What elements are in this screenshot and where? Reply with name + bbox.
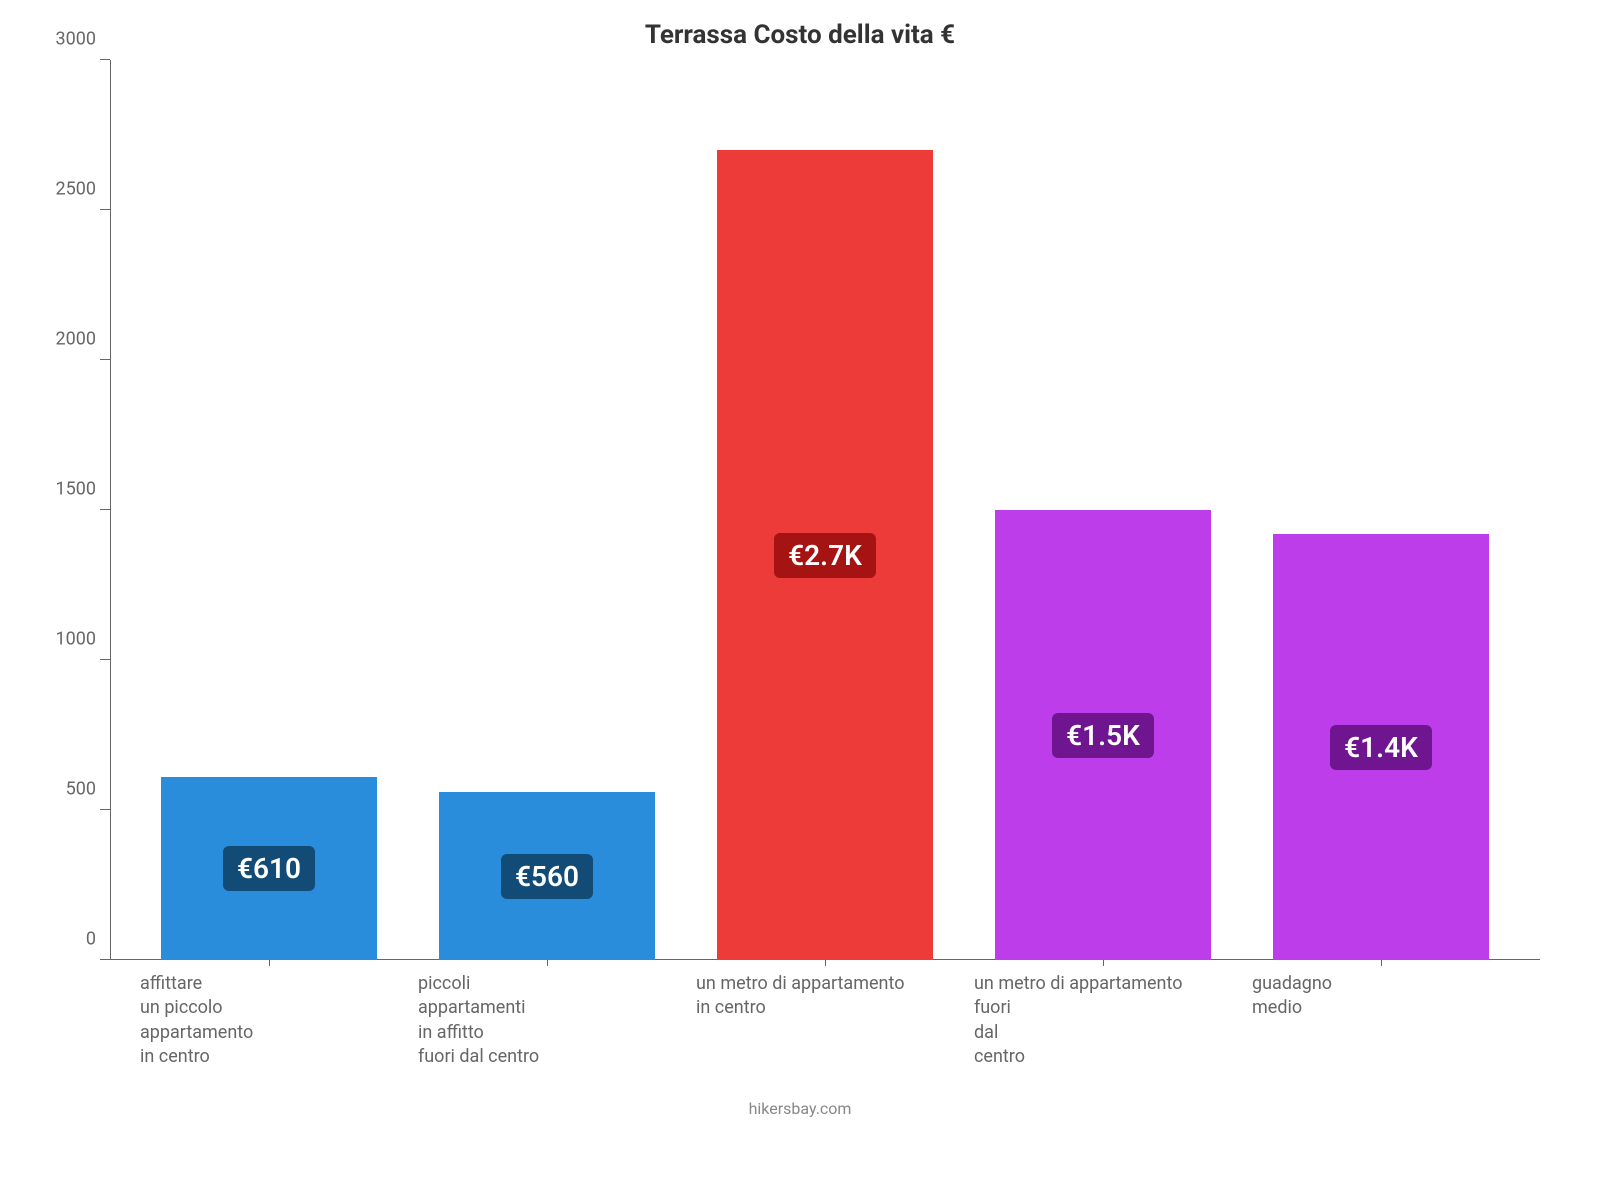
- value-badge: €1.4K: [1330, 725, 1432, 770]
- chart-container: Terrassa Costo della vita € 0 500 1000 1500…: [0, 0, 1600, 1200]
- x-label-slot: un metro di appartamento fuori dal centr…: [964, 972, 1242, 1069]
- bars-group: €610 €560 €2.7K €1.5K €1.4K: [110, 60, 1540, 960]
- x-label-slot: un metro di appartamento in centro: [686, 972, 964, 1069]
- x-tick: [1103, 960, 1104, 966]
- bar: €1.5K: [995, 510, 1212, 960]
- bar-slot: €560: [408, 60, 686, 960]
- x-label: piccoli appartamenti in affitto fuori da…: [418, 972, 539, 1069]
- y-tick: [100, 809, 110, 810]
- y-tick-label: 1500: [56, 479, 110, 500]
- bar: €1.4K: [1273, 534, 1490, 960]
- plot-area: 050010001500200025003000 €610€560€2.7K€1…: [110, 60, 1540, 960]
- y-tick: [100, 509, 110, 510]
- y-tick: [100, 209, 110, 210]
- x-axis-labels: affittare un piccolo appartamento in cen…: [110, 972, 1540, 1069]
- chart-title: Terrassa Costo della vita €: [40, 20, 1560, 50]
- chart-footer: hikersbay.com: [40, 1099, 1560, 1118]
- y-tick-label: 3000: [56, 29, 110, 50]
- bar: €560: [439, 792, 656, 960]
- x-tick: [547, 960, 548, 966]
- x-label-slot: guadagno medio: [1242, 972, 1520, 1069]
- value-badge: €610: [223, 846, 315, 891]
- x-label: affittare un piccolo appartamento in cen…: [140, 972, 253, 1069]
- bar-slot: €2.7K: [686, 60, 964, 960]
- bar: €2.7K: [717, 150, 934, 960]
- x-label-slot: piccoli appartamenti in affitto fuori da…: [408, 972, 686, 1069]
- x-label: un metro di appartamento in centro: [696, 972, 904, 1069]
- bar: €610: [161, 777, 378, 960]
- x-label: guadagno medio: [1252, 972, 1332, 1069]
- value-badge: €1.5K: [1052, 713, 1154, 758]
- x-label-slot: affittare un piccolo appartamento in cen…: [130, 972, 408, 1069]
- x-tick: [269, 960, 270, 966]
- x-tick: [825, 960, 826, 966]
- bar-slot: €1.4K: [1242, 60, 1520, 960]
- x-label: un metro di appartamento fuori dal centr…: [974, 972, 1182, 1069]
- value-badge: €560: [501, 854, 593, 899]
- y-tick-label: 1000: [56, 629, 110, 650]
- y-tick: [100, 659, 110, 660]
- y-tick-label: 0: [86, 929, 110, 950]
- y-tick: [100, 59, 110, 60]
- y-tick-label: 2000: [56, 329, 110, 350]
- bar-slot: €610: [130, 60, 408, 960]
- y-tick-label: 500: [66, 779, 110, 800]
- value-badge: €2.7K: [774, 533, 876, 578]
- bar-slot: €1.5K: [964, 60, 1242, 960]
- x-tick: [1381, 960, 1382, 966]
- y-tick: [100, 359, 110, 360]
- y-tick: [100, 959, 110, 960]
- y-tick-label: 2500: [56, 179, 110, 200]
